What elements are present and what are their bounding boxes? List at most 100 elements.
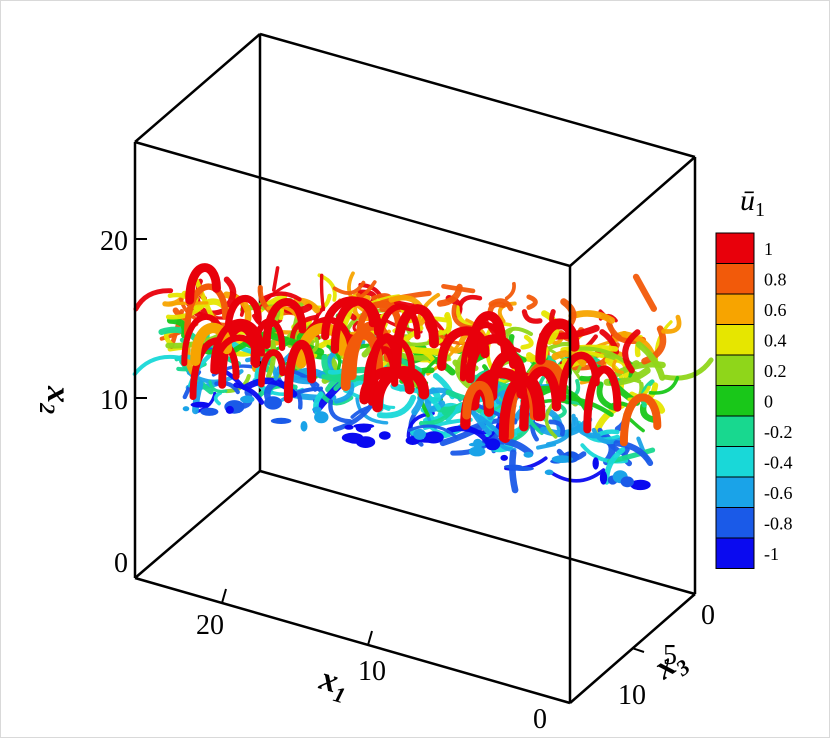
vortex-blob: [485, 438, 501, 451]
vortex-tube: [572, 346, 626, 364]
vortex-tube: [622, 329, 641, 374]
hairpin-vortex: [363, 335, 415, 391]
colorbar-tick-label: 0.6: [764, 300, 787, 320]
vortex-blob: [312, 406, 322, 413]
vortex-tube: [537, 385, 589, 412]
colorbar-swatch: [715, 415, 755, 447]
bounding-box-back: [134, 32, 696, 596]
vortex-blob: [544, 469, 554, 476]
vortex-tube: [635, 341, 666, 381]
colorbar-tick-label: -1: [764, 544, 779, 564]
x2-tick-label: 20: [100, 226, 128, 257]
vortex-blob: [599, 470, 608, 485]
vortex-blob: [353, 423, 375, 429]
vortex-blob: [190, 401, 210, 408]
vortex-blob: [300, 421, 308, 432]
colorbar-swatch: [715, 507, 755, 539]
colorbar-tick-label: 1: [764, 239, 773, 259]
colorbar-tick-label: -0.6: [764, 483, 793, 503]
hairpin-vortex: [224, 294, 262, 335]
vortex-tube: [259, 291, 302, 303]
vortex-blob: [182, 406, 190, 412]
vortex-blob: [341, 432, 364, 443]
vortex-blob: [504, 464, 523, 469]
x3-tick-label: 10: [618, 680, 646, 711]
colorbar-swatch: [715, 476, 755, 508]
vortex-tube: [548, 419, 566, 437]
x2-tick-label: 0: [114, 548, 128, 579]
vortex-tube: [520, 334, 534, 350]
vortex-tube: [441, 283, 476, 294]
vortex-tube: [223, 276, 237, 308]
vortex-blob: [592, 457, 599, 470]
vortex-tube: [355, 396, 389, 425]
hairpin-vortex: [519, 366, 562, 432]
vortex-blob: [472, 438, 483, 449]
colorbar-swatch: [715, 385, 755, 417]
colorbar-tick-label: 0.4: [764, 331, 787, 351]
vortex-blob: [225, 405, 234, 414]
colorbar-tick-label: 0.8: [764, 270, 787, 290]
colorbar-swatch: [715, 293, 755, 325]
vortex-blob: [551, 455, 573, 463]
vortex-isosurfaces: [132, 263, 714, 494]
x2-tick-label: 10: [100, 385, 128, 416]
vortex-blob: [620, 476, 634, 488]
svg-text:x2: x2: [35, 385, 77, 414]
vortex-tube: [487, 301, 506, 316]
vortex-blob: [523, 451, 534, 458]
x3-tick-label: 5: [663, 640, 677, 671]
colorbar-swatches: [715, 232, 755, 569]
vortex-tube: [332, 280, 366, 295]
vortex-tube: [572, 416, 601, 439]
x2-axis: 20 10 0 x2: [35, 226, 147, 579]
colorbar-tick-label: 0.2: [764, 361, 787, 381]
vortex-tube: [318, 391, 354, 406]
vortex-tube: [648, 375, 680, 395]
colorbar-ticks: 1 0.8 0.6 0.4 0.2 0 -0.2 -0.4 -0.6 -0.8 -1: [764, 239, 793, 564]
vortex-tube: [319, 273, 326, 312]
vortex-tube: [549, 468, 606, 483]
colorbar-tick-label: -0.2: [764, 422, 793, 442]
colorbar-swatch: [715, 324, 755, 356]
colorbar-swatch: [715, 232, 755, 264]
vortex-blob: [630, 479, 651, 491]
hairpin-vortex: [330, 297, 383, 354]
colorbar: ū1 1 0.8 0.6 0.4 0.2 0 -0.2 -0.4 -0.6 -0.8 -1: [715, 184, 793, 569]
vortex-tube: [596, 381, 620, 412]
vortex-tube: [326, 344, 342, 371]
vortex-tube: [133, 288, 174, 312]
colorbar-swatch: [715, 446, 755, 478]
colorbar-swatch: [715, 537, 755, 569]
hairpin-vortex: [619, 393, 662, 447]
hairpin-vortex: [467, 311, 507, 361]
x1-tick-label: 10: [358, 656, 386, 687]
vortex-tube: [328, 399, 353, 424]
hairpin-vortex: [462, 381, 495, 420]
vortex-blob: [344, 424, 354, 430]
vortex-blob: [378, 431, 391, 440]
vortex-tube: [233, 382, 265, 405]
colorbar-title: ū1: [740, 184, 765, 221]
hairpin-vortex: [258, 349, 286, 388]
vortex-blob: [240, 395, 255, 404]
hairpin-vortex: [465, 334, 519, 384]
vortex-tube: [193, 277, 215, 320]
vortex-blob: [314, 411, 329, 424]
colorbar-tick-label: -0.8: [764, 514, 793, 534]
vortex-blob: [468, 446, 486, 457]
vortex-tube: [632, 273, 657, 312]
x1-tick-label: 20: [196, 610, 224, 641]
vortex-tube: [208, 380, 228, 393]
vortex-blob: [200, 407, 219, 416]
vortex-tube: [418, 405, 456, 426]
vortex-tube: [611, 359, 624, 375]
hairpin-vortex: [185, 263, 221, 305]
vortex-tube: [497, 301, 517, 324]
hairpin-vortex: [262, 298, 307, 350]
colorbar-swatch: [715, 263, 755, 295]
hairpin-vortex: [583, 365, 622, 434]
vortex-blob: [413, 428, 426, 440]
vortex-tube: [504, 281, 516, 301]
vortex-tube: [213, 391, 223, 406]
